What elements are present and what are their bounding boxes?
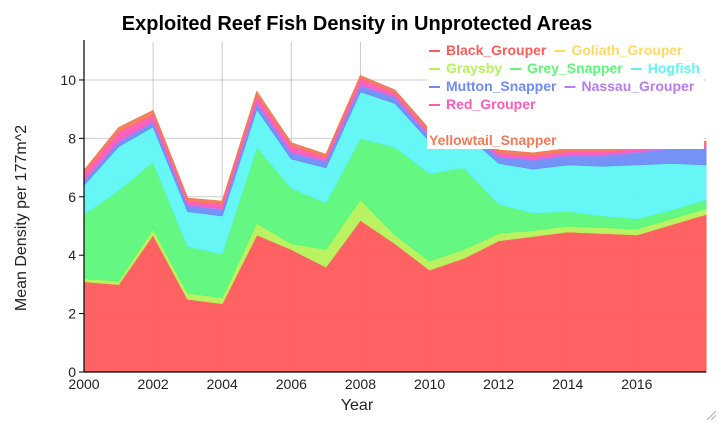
x-tick-label: 2016 bbox=[621, 376, 652, 392]
y-tick-label: 0 bbox=[68, 364, 76, 380]
x-tick-label: 2000 bbox=[68, 376, 99, 392]
legend-label-red-grouper[interactable]: Red_Grouper bbox=[446, 96, 536, 112]
legend-label-yellowtail-snapper[interactable]: Yellowtail_Snapper bbox=[429, 132, 557, 148]
y-tick-label: 6 bbox=[68, 189, 76, 205]
legend-label-nassau-grouper[interactable]: Nassau_Grouper bbox=[581, 78, 694, 94]
chart-title: Exploited Reef Fish Density in Unprotect… bbox=[122, 13, 592, 35]
area-series-group[interactable] bbox=[83, 74, 707, 373]
legend-label-hogfish[interactable]: Hogfish bbox=[648, 60, 700, 76]
x-tick-label: 2006 bbox=[276, 376, 307, 392]
x-tick-label: 2012 bbox=[483, 376, 514, 392]
legend-background bbox=[427, 41, 704, 149]
tick-labels: 2000 2002 2004 2006 2008 2010 2012 2014 2016 0 2 4 6… bbox=[60, 72, 652, 392]
y-tick-label: 10 bbox=[60, 72, 76, 88]
legend[interactable]: Black_Grouper Goliath_Grouper Graysby Grey_… bbox=[427, 41, 704, 149]
x-axis-label: Year bbox=[341, 397, 374, 414]
x-tick-label: 2002 bbox=[138, 376, 169, 392]
area-yellowtail-snapper[interactable] bbox=[83, 74, 707, 205]
y-tick-label: 8 bbox=[68, 130, 76, 146]
y-tick-label: 4 bbox=[68, 247, 76, 263]
legend-label-mutton-snapper[interactable]: Mutton_Snapper bbox=[446, 78, 557, 94]
legend-label-goliath-grouper[interactable]: Goliath_Grouper bbox=[571, 42, 683, 58]
y-axis-label: Mean Density per 177m^2 bbox=[13, 125, 30, 311]
axes bbox=[83, 40, 706, 373]
x-tick-label: 2010 bbox=[414, 376, 445, 392]
legend-label-grey-snapper[interactable]: Grey_Snapper bbox=[527, 60, 623, 76]
resize-handle-icon[interactable] bbox=[705, 409, 717, 421]
x-tick-label: 2014 bbox=[552, 376, 583, 392]
y-tick-label: 2 bbox=[68, 306, 76, 322]
legend-label-black-grouper[interactable]: Black_Grouper bbox=[446, 42, 547, 58]
x-tick-label: 2008 bbox=[345, 376, 376, 392]
legend-label-graysby[interactable]: Graysby bbox=[446, 60, 502, 76]
x-tick-label: 2004 bbox=[207, 376, 238, 392]
